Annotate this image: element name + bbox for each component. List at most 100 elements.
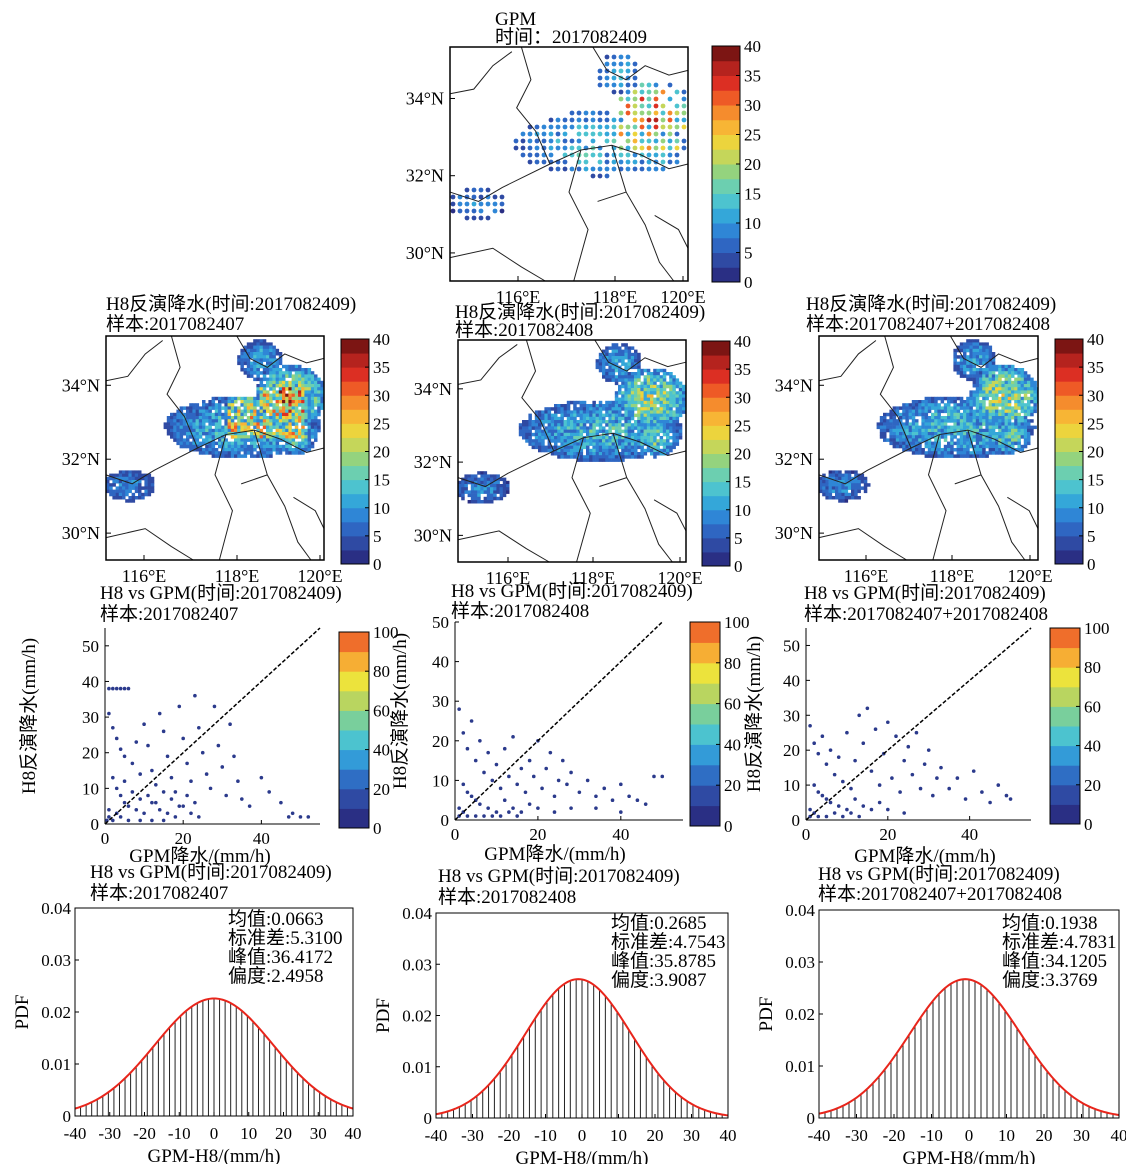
map-rain-cell — [141, 492, 145, 497]
map-rain-cell — [911, 422, 916, 426]
map-rain-cell — [630, 404, 635, 408]
map-rain-cell — [828, 496, 833, 500]
map-rain-cell — [653, 413, 657, 418]
map-rain-cell — [298, 448, 302, 452]
map-rain-cell — [579, 407, 584, 411]
map-rain-cell — [988, 432, 993, 436]
map-rain-cell — [569, 166, 575, 172]
map-rain-cell — [678, 404, 683, 408]
map-rain-cell — [656, 423, 660, 427]
map-rain-cell — [262, 339, 267, 343]
map-rain-cell — [908, 441, 913, 446]
map-rain-cell — [602, 439, 606, 443]
y-axis-label: H8反演降水(mm/h) — [18, 638, 40, 794]
map-rain-cell — [320, 390, 324, 394]
map-rain-cell — [886, 428, 890, 433]
map-rain-cell — [672, 410, 676, 414]
map-rain-cell — [125, 473, 129, 478]
map-rain-cell — [493, 484, 497, 488]
map-rain-cell — [618, 89, 624, 95]
map-rain-cell — [637, 400, 641, 405]
map-rain-cell — [618, 82, 624, 88]
map-rain-cell — [995, 432, 999, 436]
map-rain-cell — [173, 422, 177, 426]
map-rain-cell — [240, 448, 244, 452]
map-rain-cell — [570, 439, 574, 443]
map-rain-cell — [250, 371, 254, 375]
map-rain-cell — [611, 439, 616, 443]
map-rain-cell — [979, 454, 983, 458]
map-rain-cell — [653, 391, 657, 395]
map-rain-cell — [979, 361, 983, 366]
map-rain-cell — [646, 388, 651, 392]
scatter-point — [886, 807, 890, 812]
x-tick-label: 0 — [802, 825, 811, 844]
map-rain-cell — [892, 425, 897, 430]
map-rain-cell — [272, 364, 276, 369]
map-rain-cell — [570, 429, 574, 434]
map-rain-cell — [598, 416, 603, 421]
map-rain-cell — [528, 432, 532, 437]
y-tick-label: 10 — [783, 776, 800, 795]
map-rain-cell — [915, 428, 919, 433]
map-rain-cell — [653, 82, 659, 88]
scatter-point — [465, 790, 470, 795]
map-rain-cell — [278, 412, 283, 417]
map-rain-cell — [1007, 425, 1012, 430]
map-rain-cell — [643, 400, 648, 405]
map-rain-cell — [1004, 384, 1009, 388]
map-rain-cell — [956, 368, 961, 372]
map-rain-cell — [660, 152, 666, 158]
map-rain-cell — [256, 355, 260, 359]
map-rain-cell — [639, 166, 645, 172]
map-rain-cell — [570, 426, 574, 430]
map-rain-cell — [131, 473, 136, 478]
map-rain-cell — [576, 432, 580, 437]
map-rain-cell — [1017, 390, 1021, 394]
map-rain-cell — [605, 423, 609, 427]
map-rain-cell — [889, 409, 893, 414]
map-rain-cell — [269, 355, 273, 359]
map-rain-cell — [662, 442, 667, 446]
map-rain-cell — [666, 381, 670, 386]
map-rain-cell — [611, 124, 617, 130]
map-rain-cell — [637, 423, 641, 427]
map-rain-cell — [109, 473, 113, 478]
map-rain-cell — [138, 483, 142, 487]
colorbar-segment — [341, 367, 369, 382]
map-rain-cell — [243, 412, 248, 417]
map-rain-cell — [1011, 390, 1015, 394]
map-rain-cell — [675, 423, 680, 427]
colorbar-segment — [1055, 423, 1083, 438]
map-rain-cell — [266, 422, 270, 426]
map-rain-cell — [557, 416, 561, 421]
map-rain-cell — [838, 496, 842, 500]
map-rain-cell — [998, 444, 1002, 449]
map-rain-cell — [234, 451, 238, 455]
map-rain-cell — [259, 339, 264, 343]
map-rain-cell — [950, 454, 954, 458]
colorbar-tick-label: 35 — [373, 358, 390, 377]
map-rain-cell — [115, 473, 120, 478]
map-rain-cell — [294, 412, 299, 417]
map-rain-cell — [634, 426, 638, 430]
map-rain-cell — [246, 371, 251, 375]
scatter-point — [869, 769, 874, 773]
fit-curve — [435, 978, 729, 1117]
map-rain-cell — [650, 378, 654, 382]
map-rain-cell — [478, 194, 484, 200]
map-rain-cell — [269, 400, 273, 404]
map-rain-cell — [902, 448, 906, 452]
map-rain-cell — [643, 439, 648, 443]
map-rain-cell — [611, 436, 616, 440]
map-rain-cell — [669, 394, 673, 398]
map-data-layer — [450, 54, 687, 221]
colorbar-tick-label: 10 — [1087, 499, 1104, 518]
map-rain-cell — [474, 496, 478, 501]
map-rain-cell — [134, 483, 139, 487]
scatter-point — [146, 743, 150, 748]
map-rain-cell — [639, 96, 645, 102]
map-rain-cell — [662, 426, 667, 430]
map-rain-cell — [637, 432, 641, 437]
map-rain-cell — [979, 406, 983, 410]
